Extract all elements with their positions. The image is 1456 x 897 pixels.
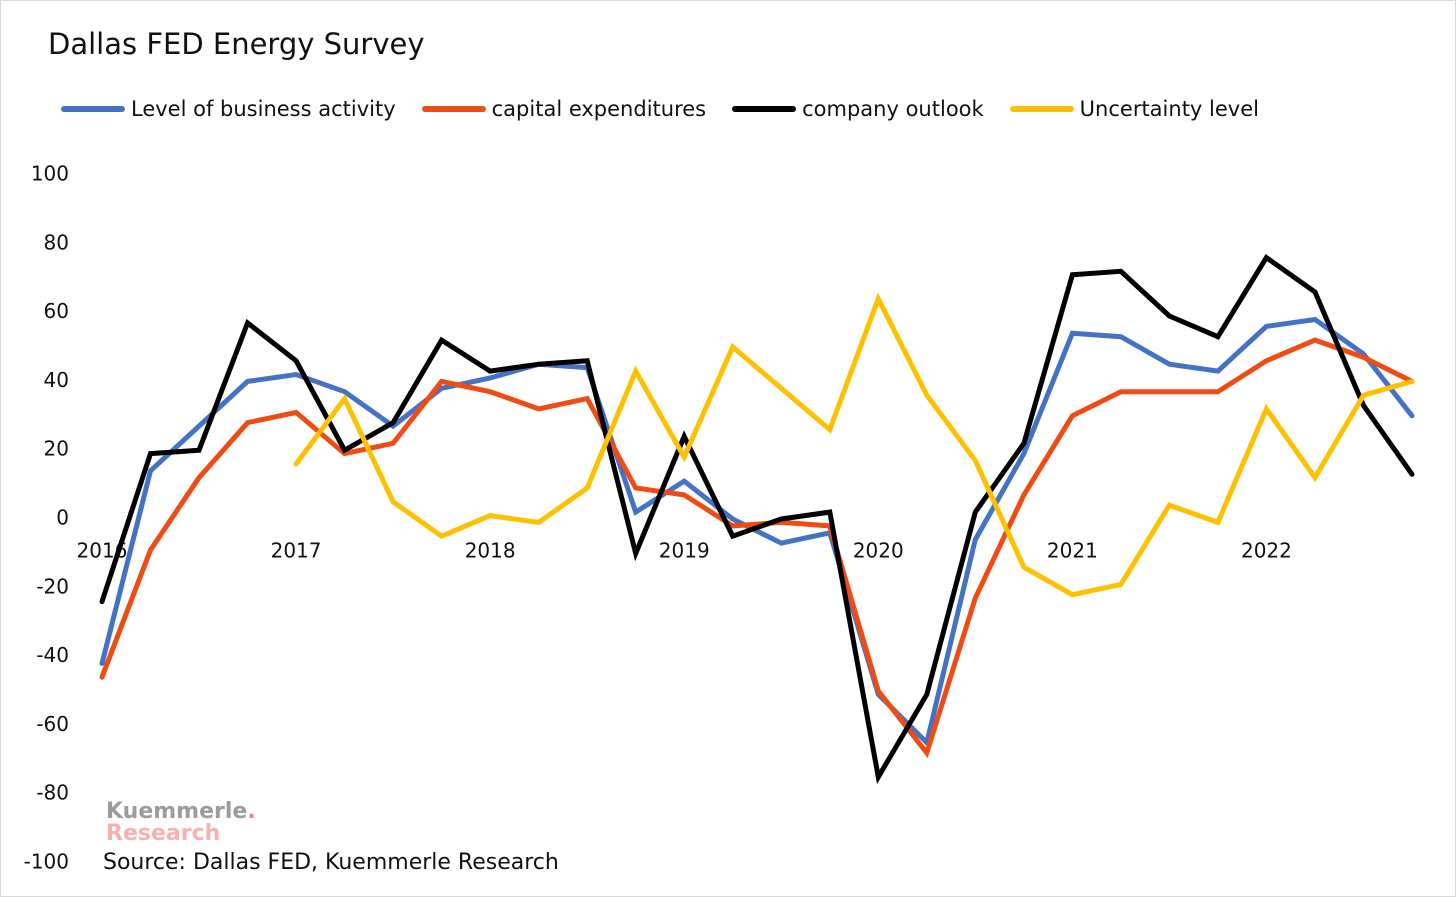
y-tick-label: -40 — [36, 643, 69, 667]
y-tick-label: -80 — [36, 781, 69, 805]
x-tick-label: 2017 — [271, 539, 322, 563]
legend-label-business-activity: Level of business activity — [131, 97, 396, 121]
legend-swatch-capital-expenditures — [421, 106, 486, 112]
y-tick-label: -60 — [36, 712, 69, 736]
x-tick-label: 2019 — [659, 539, 710, 563]
legend: Level of business activity capital expen… — [61, 93, 1285, 125]
y-tick-label: 0 — [56, 506, 69, 530]
source-note: Source: Dallas FED, Kuemmerle Research — [103, 850, 559, 875]
legend-swatch-uncertainty-level — [1009, 106, 1074, 112]
logo-text-kuemmerle: Kuemmerle — [106, 799, 248, 824]
x-tick-label: 2021 — [1047, 539, 1098, 563]
legend-swatch-company-outlook — [732, 106, 797, 112]
logo-dot: . — [247, 799, 256, 824]
y-tick-label: -100 — [24, 850, 69, 874]
x-tick-label: 2022 — [1241, 539, 1292, 563]
logo-text-research: Research — [106, 821, 221, 846]
legend-label-uncertainty-level: Uncertainty level — [1079, 97, 1259, 121]
series-layer — [99, 254, 1415, 785]
y-tick-label: 100 — [31, 162, 69, 186]
y-tick-label: 20 — [44, 437, 69, 461]
y-tick-label: 80 — [44, 230, 69, 254]
legend-item-business-activity: Level of business activity — [61, 97, 396, 121]
legend-swatch-business-activity — [61, 106, 125, 112]
y-axis: 100 80 60 40 20 0 -20 -40 -60 -80 -100 — [24, 162, 69, 874]
y-tick-label: 60 — [44, 299, 69, 323]
series-line-uncertainty-level — [293, 292, 1415, 598]
legend-label-company-outlook: company outlook — [802, 97, 984, 121]
chart-title: Dallas FED Energy Survey — [48, 27, 425, 61]
legend-label-capital-expenditures: capital expenditures — [491, 97, 707, 121]
y-tick-label: -20 — [36, 574, 69, 598]
y-tick-label: 40 — [44, 368, 69, 392]
x-tick-label: 2018 — [465, 539, 516, 563]
legend-item-uncertainty-level: Uncertainty level — [1009, 97, 1259, 121]
legend-item-company-outlook: company outlook — [732, 97, 984, 121]
legend-item-capital-expenditures: capital expenditures — [421, 97, 707, 121]
series-line-business-activity — [99, 316, 1415, 748]
x-axis: 2016 2017 2018 2019 2020 2021 2022 — [77, 539, 1292, 563]
x-tick-label: 2020 — [853, 539, 904, 563]
kuemmerle-research-logo: Kuemmerle. Research — [106, 801, 256, 845]
series-line-company-outlook — [99, 254, 1415, 785]
